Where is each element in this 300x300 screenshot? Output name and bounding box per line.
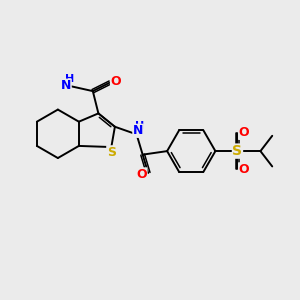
Text: S: S (232, 144, 242, 158)
Text: O: O (238, 126, 249, 140)
Text: N: N (133, 124, 143, 137)
Text: H: H (136, 121, 145, 130)
Text: S: S (107, 146, 116, 159)
Text: H: H (65, 74, 74, 84)
Text: O: O (110, 75, 121, 88)
Text: N: N (61, 79, 71, 92)
Text: O: O (136, 168, 147, 181)
Text: O: O (238, 163, 249, 176)
